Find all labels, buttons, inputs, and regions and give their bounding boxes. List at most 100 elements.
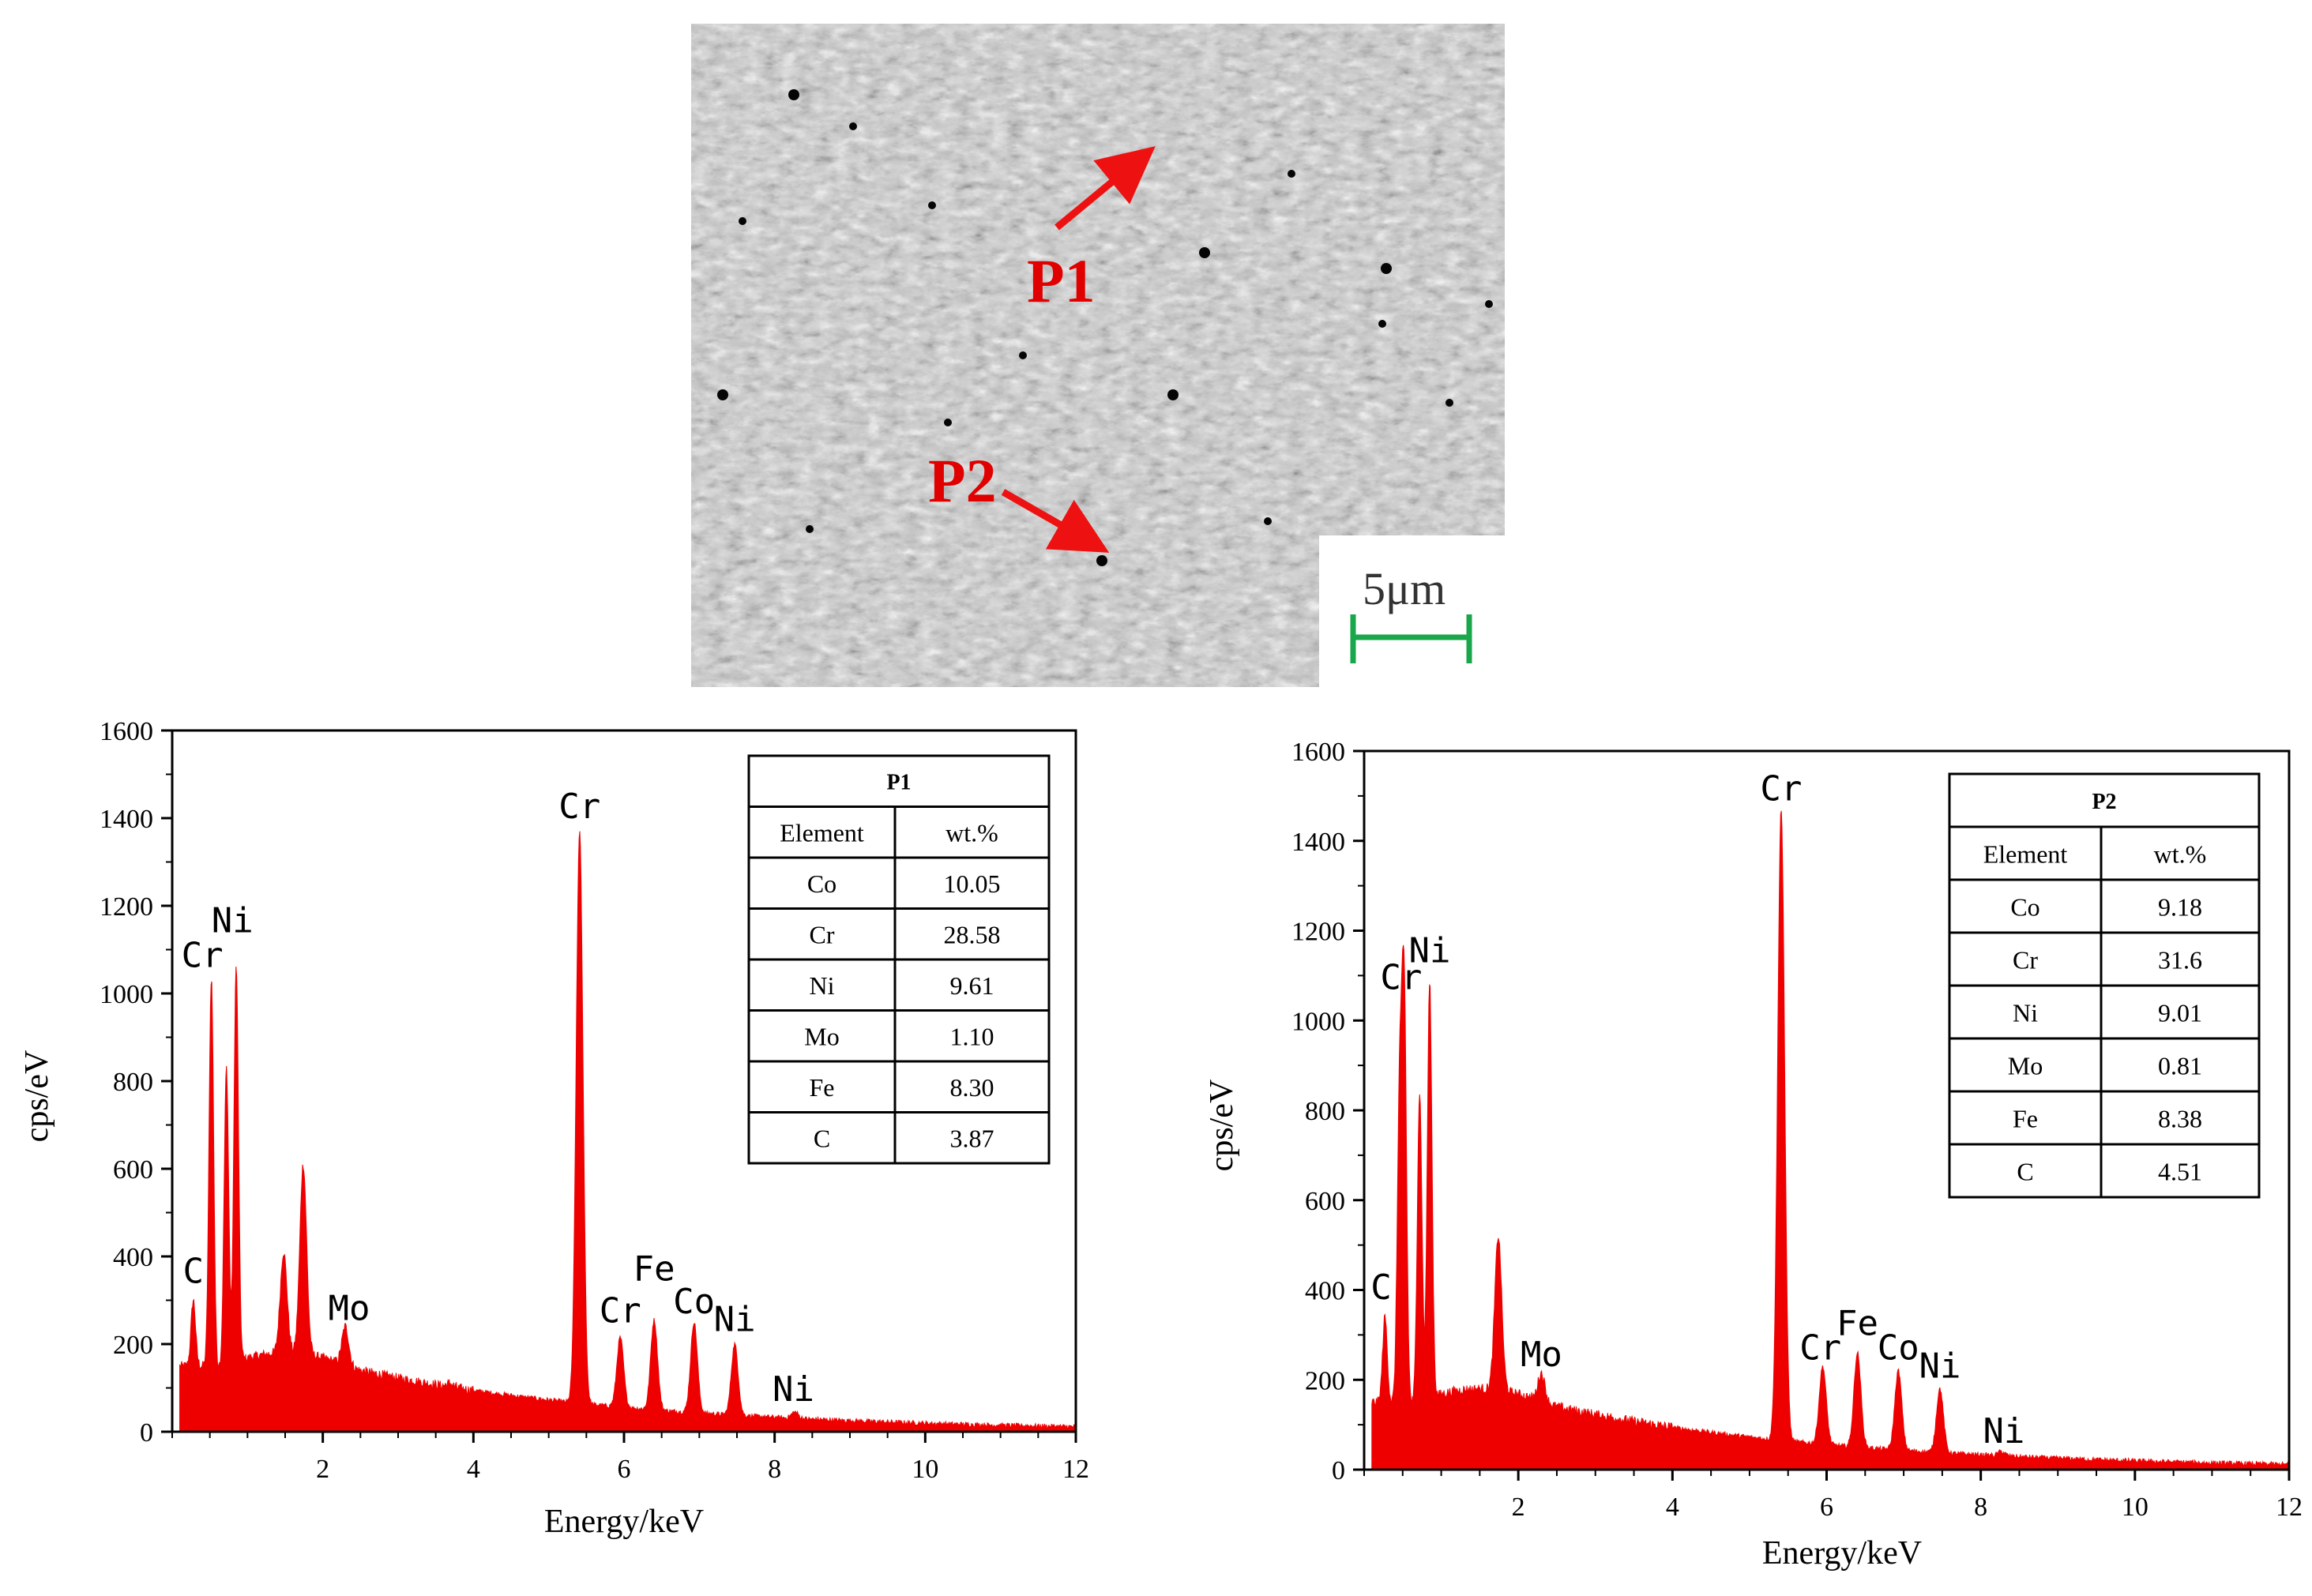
- y-tick-label: 1400: [100, 805, 153, 834]
- x-tick-label: 10: [2122, 1493, 2148, 1522]
- y-tick-label: 800: [1305, 1097, 1345, 1126]
- precipitate-dot: [806, 525, 814, 533]
- axes: 0 200 400 600 800 1000 1200 1400 1600 2 4 6 8 10 12: [1291, 738, 2303, 1522]
- composition-table-p1: P1 Element wt.% Co 10.05 Cr 28.58 Ni 9.61 Mo 1.10 F…: [747, 754, 1051, 1165]
- y-tick-label: 600: [113, 1155, 153, 1185]
- y-tick-label: 600: [1305, 1187, 1345, 1216]
- eds-spectrum-p2: 0 200 400 600 800 1000 1200 1400 1600 2 4 6 8 10 12 En…: [1204, 738, 2303, 1572]
- scale-bar-label: 5μm: [1363, 563, 1445, 614]
- y-tick-label: 1600: [1291, 738, 1345, 767]
- peak-label: Mo: [1521, 1335, 1562, 1375]
- peak-label: Cr: [1380, 957, 1422, 997]
- eds-spectrum-p1: 0 200 400 600 800 1000 1200 1400 1600 2 4 6 8 10 12 En…: [19, 717, 1089, 1540]
- spectrum-series: [179, 831, 1077, 1433]
- peak-label: Ni: [1983, 1411, 2024, 1451]
- y-tick-label: 200: [1305, 1366, 1345, 1395]
- peak-label: Ni: [212, 900, 254, 941]
- precipitate-dot: [944, 419, 952, 426]
- precipitate-dot: [788, 89, 799, 100]
- x-tick-label: 8: [1974, 1493, 1987, 1522]
- table-header: Element: [780, 818, 864, 847]
- table-cell-value: 31.6: [2158, 946, 2202, 974]
- y-axis-label: cps/eV: [1204, 1080, 1240, 1172]
- x-axis-label: Energy/keV: [544, 1504, 704, 1540]
- peak-label: Cr: [1799, 1328, 1841, 1369]
- precipitate-dot: [1096, 555, 1107, 566]
- precipitate-dot: [1381, 263, 1392, 274]
- x-tick-label: 10: [912, 1455, 938, 1484]
- peak-label: Ni: [1408, 930, 1450, 971]
- precipitate-dot: [1019, 351, 1027, 359]
- table-cell-value: 0.81: [2158, 1052, 2202, 1080]
- table-cell-value: 9.18: [2158, 893, 2202, 922]
- table-cell-element: Cr: [2013, 946, 2038, 974]
- marker-p1: P1: [1027, 146, 1156, 315]
- x-tick-label: 4: [467, 1455, 480, 1484]
- table-cell-value: 28.58: [944, 920, 1001, 948]
- peak-label: Cr: [558, 787, 600, 827]
- peak-label: Ni: [773, 1369, 814, 1410]
- y-tick-label: 1000: [100, 980, 153, 1009]
- table-cell-value: 9.61: [950, 971, 994, 1000]
- y-tick-label: 1400: [1291, 828, 1345, 857]
- x-tick-label: 2: [1512, 1493, 1525, 1522]
- precipitate-dot: [717, 389, 728, 400]
- table-cell-element: Ni: [810, 971, 835, 1000]
- sem-micrograph: P1 P2 5μm: [691, 24, 1505, 687]
- x-tick-label: 12: [1062, 1455, 1089, 1484]
- table-cell-value: 1.10: [950, 1022, 994, 1050]
- precipitate-dot: [1445, 399, 1453, 407]
- precipitate-dot: [1167, 389, 1179, 400]
- y-tick-label: 200: [113, 1331, 153, 1360]
- y-tick-label: 1600: [100, 717, 153, 746]
- precipitate-dot: [739, 217, 746, 225]
- peak-label: Fe: [633, 1249, 675, 1290]
- table-cell-element: Fe: [2013, 1105, 2038, 1133]
- y-tick-label: 0: [1332, 1456, 1345, 1485]
- precipitate-dot: [1485, 300, 1493, 308]
- precipitate-dot: [849, 122, 857, 130]
- precipitate-dot: [1378, 320, 1386, 328]
- table-cell-element: Co: [807, 869, 836, 898]
- peak-label: Co: [673, 1282, 715, 1322]
- table-cell-value: 8.30: [950, 1073, 994, 1102]
- scale-bar: 5μm: [1350, 563, 1472, 663]
- table-title: P2: [2092, 790, 2116, 814]
- y-tick-label: 1200: [100, 892, 153, 922]
- table-cell-element: Cr: [810, 920, 835, 948]
- y-tick-label: 400: [1305, 1277, 1345, 1306]
- composition-table-p2: P2 Element wt.% Co 9.18 Cr 31.6 Ni 9.01 Mo 0.81 Fe 8…: [1948, 772, 2261, 1199]
- marker-p2-label: P2: [928, 446, 997, 515]
- y-tick-label: 800: [113, 1068, 153, 1097]
- table-cell-value: 8.38: [2158, 1105, 2202, 1133]
- peak-label: Mo: [329, 1288, 370, 1328]
- marker-p2: P2: [928, 446, 1110, 553]
- peak-label: Fe: [1836, 1303, 1878, 1343]
- x-tick-label: 8: [768, 1455, 781, 1484]
- spectrum-plot-area: [1371, 810, 2290, 1470]
- peak-label: Cr: [182, 936, 224, 976]
- table-cell-value: 10.05: [944, 869, 1001, 898]
- marker-p2-arrow: [1001, 489, 1110, 553]
- x-tick-label: 6: [618, 1455, 631, 1484]
- peak-label: Cr: [1760, 769, 1802, 809]
- table-header: wt.%: [2154, 840, 2207, 869]
- table-cell-element: C: [2017, 1158, 2033, 1186]
- y-tick-label: 1200: [1291, 918, 1345, 947]
- table-cell-value: 9.01: [2158, 999, 2202, 1027]
- y-tick-label: 0: [140, 1418, 153, 1448]
- peak-label: Co: [1878, 1328, 1919, 1369]
- x-tick-label: 12: [2276, 1493, 2303, 1522]
- y-tick-label: 1000: [1291, 1007, 1345, 1036]
- table-cell-element: Ni: [2013, 999, 2038, 1027]
- spectrum-series: [1371, 810, 2290, 1470]
- table-cell-element: Co: [2010, 893, 2039, 922]
- peak-label: Cr: [600, 1290, 641, 1331]
- marker-p1-arrow: [1054, 146, 1156, 231]
- table-cell-element: Fe: [810, 1073, 835, 1102]
- peak-label: C: [1370, 1267, 1392, 1308]
- peak-label: Ni: [714, 1299, 756, 1339]
- table-header: Element: [1983, 840, 2068, 869]
- table-cell-element: Mo: [2008, 1052, 2043, 1080]
